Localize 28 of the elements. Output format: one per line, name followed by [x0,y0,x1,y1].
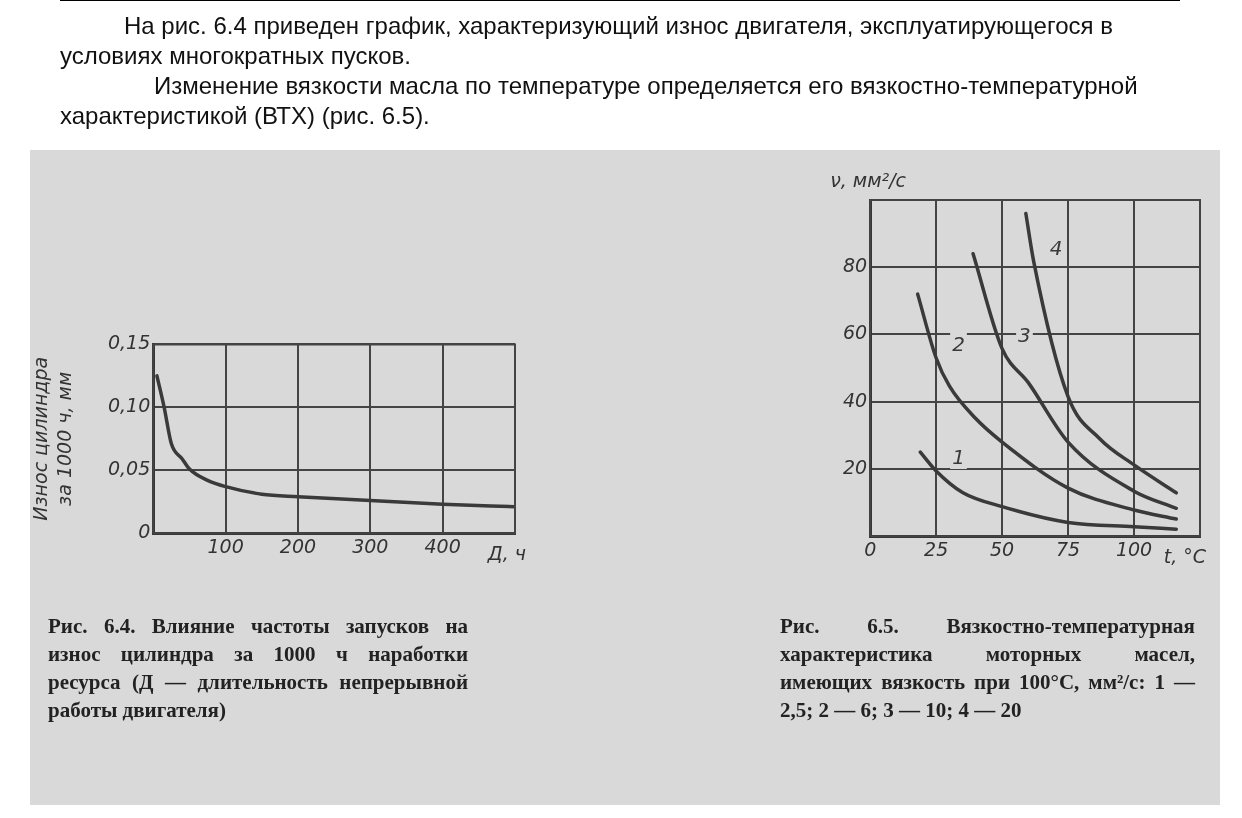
x-tick-label: 400 [424,534,461,557]
y-tick-label: 40 [842,388,868,411]
x-axis-title: Д, ч [486,541,526,564]
y-tick-label: 60 [842,321,868,344]
series-label: 2 [952,332,965,357]
text: Рис. 6.5. Вязкостно-температурная характеристика моторных масел, имеющих вязкость при 100°С, мм²/с: 1 — 2,5; 2 — 6; 3 — 10; 4 — 20 [780,613,1195,724]
series-label: 3 [1018,322,1031,347]
text: Изменение вязкости масла по температуре определяется его вязкостно-температурной характеристикой (ВТХ) (рис. 6.5). [60,71,1139,131]
y-axis-title: ν, мм²/с [830,169,907,192]
y-tick-label: 80 [842,254,868,277]
series-label: 4 [1049,236,1063,261]
y-axis-title: Износ цилиндра за 1000 ч, мм [28,356,75,521]
x-tick-label: 200 [279,534,317,557]
x-tick-label: 75 [1055,537,1081,560]
y-tick-label: 20 [842,455,868,478]
y-tick-label: 0,15 [107,331,151,354]
x-axis-title: t, °C [1163,544,1207,567]
y-tick-label: 0,10 [107,394,151,417]
x-tick-label: 100 [1115,537,1153,560]
text: На рис. 6.4 приведен график, характеризующий износ двигателя, эксплуатирующегося в условиях многократных пусков. [60,11,1114,71]
x-tick-label: 50 [990,537,1015,560]
y-tick-label: 0,05 [107,457,151,480]
text: Рис. 6.4. Влияние частоты запусков на износ цилиндра за 1000 ч наработки ресурса (Д — длительность непрерывной работы двигателя) [48,613,468,724]
y-tick-label: 0 [138,520,151,543]
x-tick-label: 300 [352,534,389,557]
x-tick-label: 25 [924,537,949,560]
series-label: 1 [952,445,965,470]
x-tick-label: 100 [207,534,244,557]
